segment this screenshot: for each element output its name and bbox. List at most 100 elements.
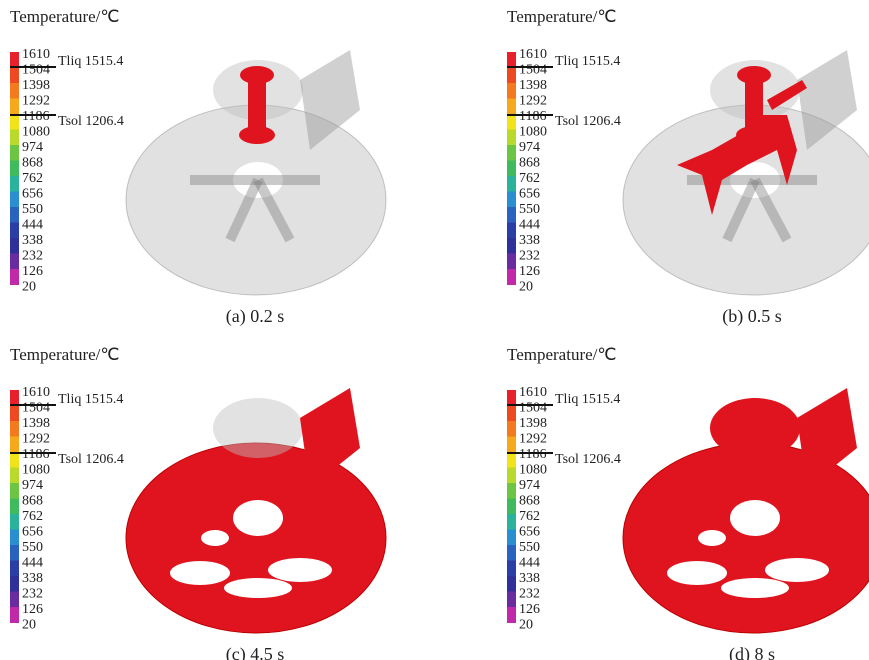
legend-swatch [507, 607, 516, 623]
legend-label: 1398 [519, 416, 547, 431]
legend-label: 550 [519, 540, 540, 555]
legend-swatch [507, 514, 516, 530]
caption: (a) 0.2 s [226, 306, 284, 327]
casting-render [623, 50, 869, 295]
legend-label: 1398 [22, 78, 50, 93]
legend-label: 762 [22, 509, 43, 524]
legend-swatch [10, 114, 19, 130]
legend-swatch [507, 52, 516, 68]
caption: (d) 8 s [729, 644, 775, 660]
legend-swatch [10, 238, 19, 254]
legend-swatch [507, 130, 516, 146]
legend-swatch [10, 452, 19, 468]
legend-swatch [10, 207, 19, 223]
liquidus-label: Tliq 1515.4 [58, 54, 123, 69]
legend-label: 974 [519, 478, 540, 493]
legend-label: 868 [22, 494, 43, 509]
panel: Temperature/℃161015041398129211861080974… [10, 7, 386, 327]
legend-label: 656 [22, 187, 43, 202]
legend-swatch [507, 161, 516, 177]
legend-label: 1398 [22, 416, 50, 431]
liquidus-label: Tliq 1515.4 [555, 54, 620, 69]
legend-label: 232 [519, 587, 540, 602]
solidus-label: Tsol 1206.4 [58, 452, 124, 467]
legend-swatch [10, 545, 19, 561]
legend-swatch [10, 52, 19, 68]
spoke-gap [667, 561, 727, 585]
legend-label: 1080 [22, 463, 50, 478]
legend-label: 1080 [519, 125, 547, 140]
legend-swatch [10, 483, 19, 499]
legend-swatch [10, 176, 19, 192]
sprue-base [239, 126, 275, 144]
hub-hole [730, 500, 780, 536]
hub-hole [233, 500, 283, 536]
legend-label: 1186 [519, 109, 546, 124]
legend-swatch [10, 130, 19, 146]
legend-swatch [507, 68, 516, 84]
legend-swatch [507, 545, 516, 561]
wheel-rim [126, 443, 386, 633]
legend-label: 656 [22, 525, 43, 540]
spoke-gap [201, 530, 229, 546]
legend-swatch [507, 99, 516, 115]
legend-swatch [507, 483, 516, 499]
casting-render [126, 388, 386, 633]
legend-label: 656 [519, 525, 540, 540]
legend-swatch [507, 238, 516, 254]
legend-label: 232 [519, 249, 540, 264]
legend-swatch [10, 269, 19, 285]
legend-swatch [507, 452, 516, 468]
legend-swatch [507, 499, 516, 515]
legend-swatch [507, 192, 516, 208]
legend-swatch [10, 161, 19, 177]
legend-label: 974 [22, 140, 43, 155]
legend-label: 1292 [22, 432, 50, 447]
legend-label: 1504 [22, 63, 50, 78]
legend-swatch [10, 254, 19, 270]
legend-label: 444 [22, 218, 43, 233]
legend-label: 126 [22, 602, 43, 617]
legend-swatch [10, 468, 19, 484]
legend-swatch [10, 99, 19, 115]
legend-title: Temperature/℃ [10, 7, 119, 26]
legend-label: 20 [519, 618, 533, 633]
spoke-gap [765, 558, 829, 582]
legend-swatch [507, 207, 516, 223]
legend-swatch [507, 406, 516, 422]
sprue-cup [737, 66, 771, 84]
liquidus-label: Tliq 1515.4 [58, 392, 123, 407]
legend-swatch [507, 254, 516, 270]
liquidus-label: Tliq 1515.4 [555, 392, 620, 407]
casting-render [623, 388, 869, 633]
legend-label: 126 [519, 602, 540, 617]
legend-title: Temperature/℃ [507, 7, 616, 26]
legend-label: 1292 [22, 94, 50, 109]
solidus-label: Tsol 1206.4 [58, 114, 124, 129]
legend-swatch [507, 114, 516, 130]
spoke-gap [698, 530, 726, 546]
legend-title: Temperature/℃ [10, 345, 119, 364]
legend-label: 1504 [519, 63, 547, 78]
panel: Temperature/℃161015041398129211861080974… [507, 7, 869, 327]
caption: (c) 4.5 s [226, 644, 284, 660]
legend-swatch [10, 145, 19, 161]
spoke-gap [721, 578, 789, 598]
legend-label: 338 [22, 571, 43, 586]
legend-swatch [10, 561, 19, 577]
legend-label: 1080 [519, 463, 547, 478]
legend-swatch [507, 83, 516, 99]
panel: Temperature/℃161015041398129211861080974… [10, 345, 386, 660]
legend-label: 762 [519, 509, 540, 524]
caption: (b) 0.5 s [722, 306, 782, 327]
legend-label: 126 [519, 264, 540, 279]
legend-label: 444 [22, 556, 43, 571]
legend-swatch [10, 499, 19, 515]
legend-swatch [507, 437, 516, 453]
legend-swatch [507, 223, 516, 239]
legend-label: 550 [22, 540, 43, 555]
legend-label: 338 [519, 233, 540, 248]
legend-swatch [10, 83, 19, 99]
legend-swatch [507, 176, 516, 192]
legend-swatch [10, 437, 19, 453]
